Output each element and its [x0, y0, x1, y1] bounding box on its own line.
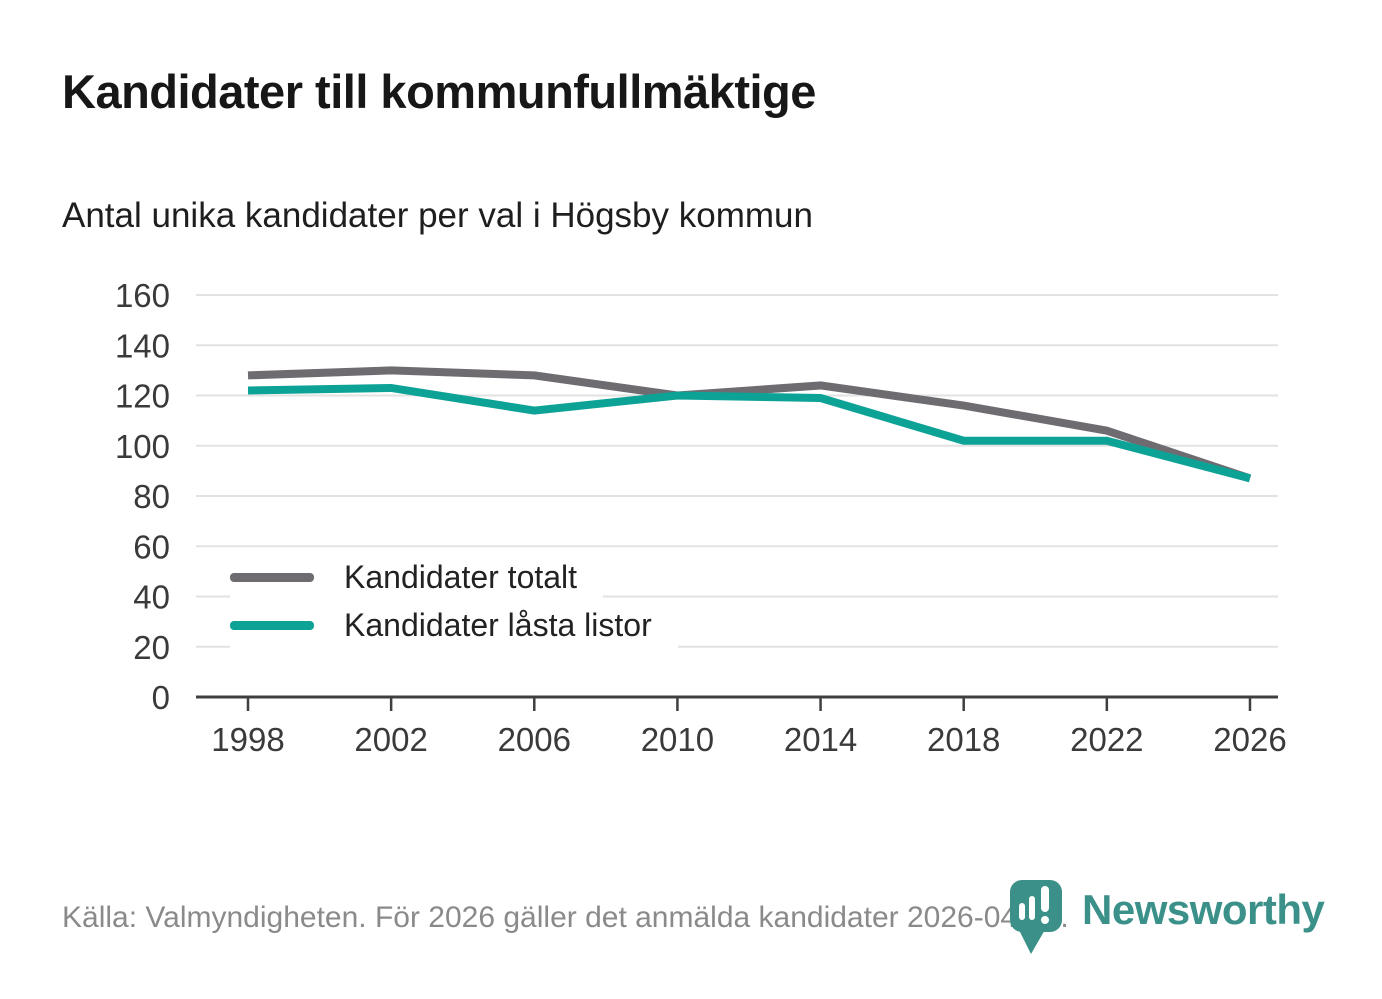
y-tick-label: 40 — [133, 579, 170, 616]
y-tick-label: 80 — [133, 478, 170, 515]
x-tick-label: 2010 — [641, 721, 714, 758]
legend-item-total: Kandidater totalt — [230, 553, 604, 601]
page-subtitle: Antal unika kandidater per val i Högsby … — [62, 196, 813, 235]
newsworthy-logo-icon — [1010, 880, 1062, 954]
y-tick-label: 160 — [115, 277, 170, 314]
legend-label-locked-lists: Kandidater låsta listor — [344, 606, 652, 643]
newsworthy-wordmark: Newsworthy — [1082, 886, 1325, 933]
x-tick-label: 2002 — [354, 721, 427, 758]
y-tick-label: 100 — [115, 428, 170, 465]
y-tick-label: 20 — [133, 629, 170, 666]
x-tick-label: 1998 — [211, 721, 284, 758]
x-tick-label: 2006 — [498, 721, 571, 758]
series-line-1 — [247, 383, 1251, 483]
source-text: Källa: Valmyndigheten. För 2026 gäller d… — [62, 901, 1069, 934]
newsworthy-logo: Newsworthy — [1008, 874, 1325, 958]
y-tick-label: 0 — [152, 679, 170, 716]
y-tick-label: 120 — [115, 378, 170, 415]
x-tick-label: 2022 — [1070, 721, 1143, 758]
legend-label-total: Kandidater totalt — [344, 558, 578, 595]
legend-item-locked-lists: Kandidater låsta listor — [230, 601, 678, 649]
x-tick-label: 2014 — [784, 721, 857, 758]
legend-swatch-locked-lists — [230, 620, 314, 630]
x-tick-label: 2018 — [927, 721, 1000, 758]
legend-swatch-total — [230, 572, 314, 582]
series-line-0 — [247, 366, 1252, 483]
chart-legend: Kandidater totalt Kandidater låsta listo… — [230, 553, 678, 649]
y-tick-label: 140 — [115, 327, 170, 364]
y-tick-label: 60 — [133, 528, 170, 565]
x-tick-label: 2026 — [1213, 721, 1286, 758]
page-title: Kandidater till kommunfullmäktige — [62, 65, 816, 118]
